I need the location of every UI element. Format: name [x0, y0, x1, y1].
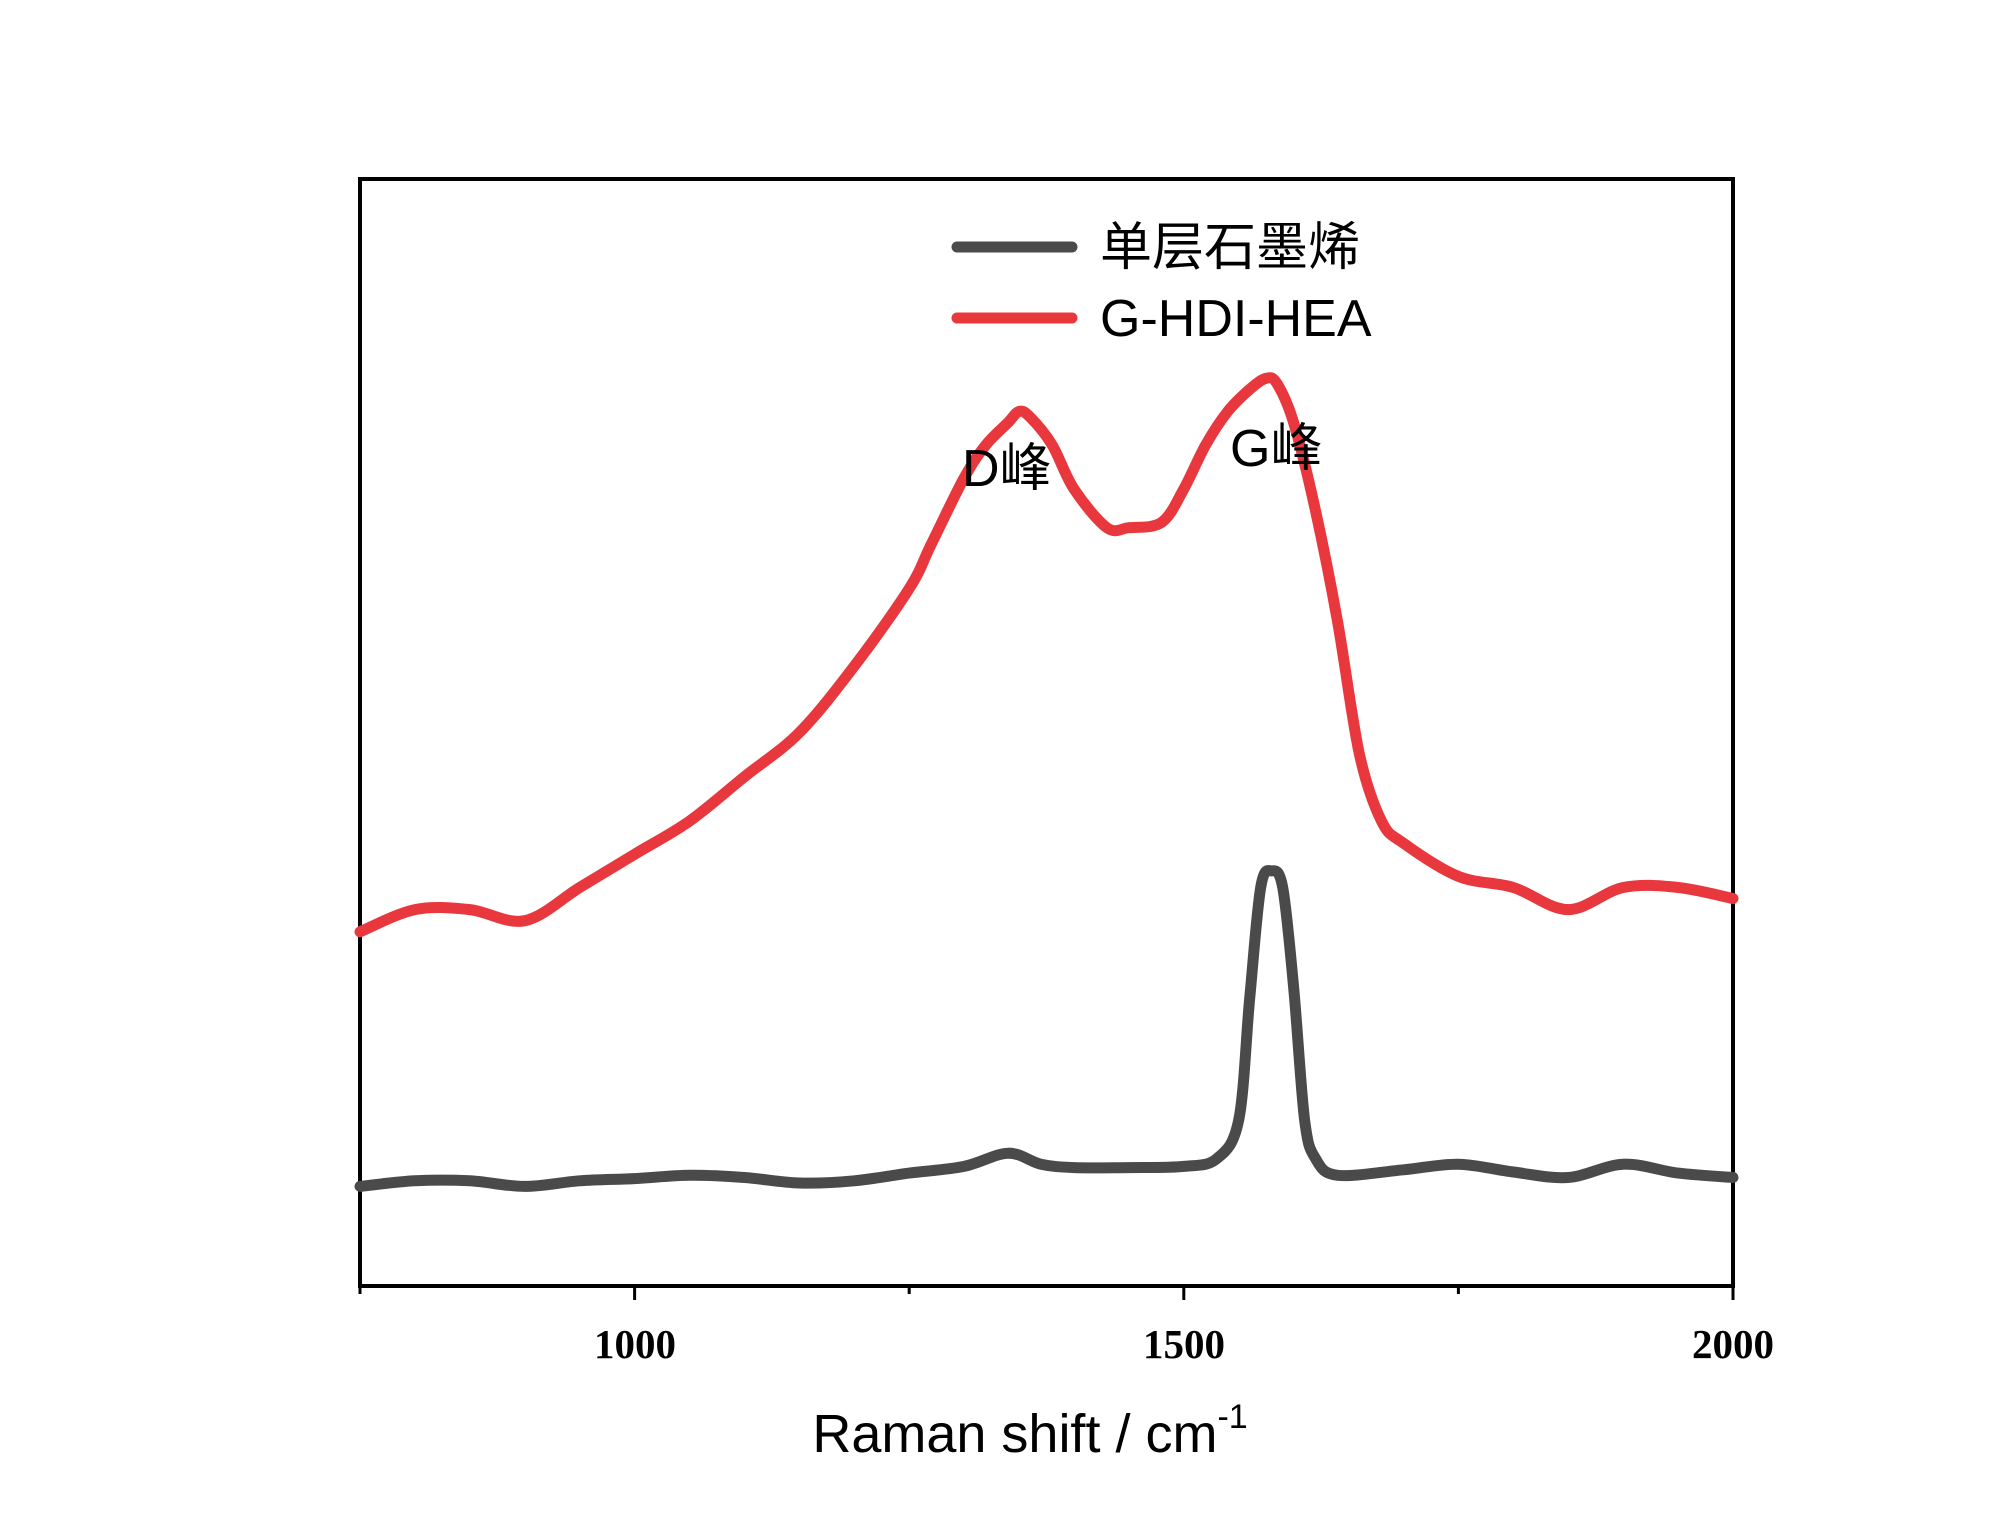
annotation-g-peak: G峰: [1230, 420, 1322, 478]
legend: 单层石墨烯 G-HDI-HEA: [951, 219, 1372, 348]
x-axis-title-main: Raman shift / cm: [812, 1404, 1217, 1464]
annotation-d-peak: D峰: [962, 440, 1052, 498]
plot-frame: [358, 177, 1735, 1288]
series-line-1: [354, 372, 1739, 938]
x-axis-title-superscript: -1: [1217, 1398, 1247, 1436]
x-tick-label-2000: 2000: [1692, 1321, 1774, 1367]
legend-label-graphene: 单层石墨烯: [1100, 219, 1360, 277]
x-axis-title: Raman shift / cm-1: [812, 1398, 1247, 1464]
x-tick-label-1000: 1000: [594, 1321, 676, 1367]
x-tick-label-1500: 1500: [1143, 1321, 1225, 1367]
legend-label-g-hdi-hea: G-HDI-HEA: [1100, 290, 1372, 348]
series-line-0: [354, 865, 1739, 1192]
series-layer: [354, 372, 1739, 1192]
x-axis-ticks: [358, 1286, 1735, 1300]
